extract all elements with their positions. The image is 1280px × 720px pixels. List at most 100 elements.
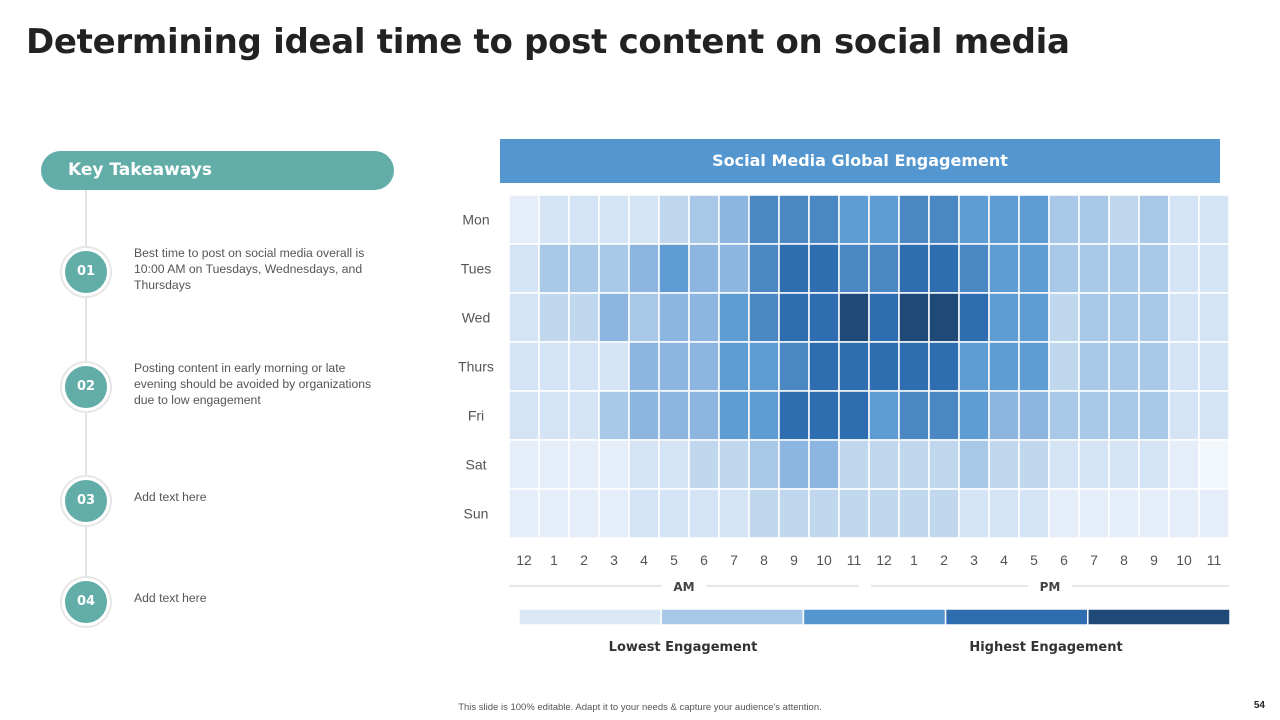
heatmap-cell [598, 243, 630, 294]
legend-swatch [1087, 608, 1231, 626]
heatmap-cell [1138, 341, 1170, 392]
heatmap-cell [1198, 194, 1230, 245]
column-label: 1 [550, 552, 558, 568]
heatmap-cell [988, 390, 1020, 441]
heatmap-cell [1168, 292, 1200, 343]
heatmap-cell [538, 243, 570, 294]
heatmap-cell [988, 488, 1020, 539]
heatmap-cell [778, 292, 810, 343]
heatmap-cell [658, 292, 690, 343]
heatmap-cell [628, 292, 660, 343]
heatmap-cell [748, 341, 780, 392]
heatmap-cell [958, 243, 990, 294]
heatmap-cell [838, 488, 870, 539]
heatmap-cell [1078, 390, 1110, 441]
heatmap-cell [778, 194, 810, 245]
heatmap-cell [1048, 488, 1080, 539]
heatmap-cell [808, 439, 840, 490]
heatmap-cell [748, 243, 780, 294]
heatmap-cell [808, 488, 840, 539]
heatmap-cell [688, 439, 720, 490]
heatmap-cell [718, 194, 750, 245]
column-label: 9 [1150, 552, 1158, 568]
heatmap-cell [658, 439, 690, 490]
heatmap-cell [898, 194, 930, 245]
row-label-sun: Sun [464, 506, 489, 522]
heatmap-cell [808, 341, 840, 392]
heatmap-cell [658, 243, 690, 294]
heatmap-cell [508, 390, 540, 441]
heatmap-cell [568, 292, 600, 343]
heatmap-cell [778, 390, 810, 441]
heatmap-cell [748, 390, 780, 441]
column-label: 3 [610, 552, 618, 568]
heatmap-cell [508, 194, 540, 245]
heatmap-cell [958, 439, 990, 490]
heatmap-cell [928, 194, 960, 245]
row-label-sat: Sat [465, 457, 486, 473]
heatmap-cell [1138, 488, 1170, 539]
heatmap-cell [538, 292, 570, 343]
column-label: 11 [847, 552, 862, 568]
heatmap-cell [1168, 439, 1200, 490]
heatmap-cell [1018, 341, 1050, 392]
heatmap-cell [808, 243, 840, 294]
heatmap-cell [718, 292, 750, 343]
row-label-wed: Wed [462, 310, 491, 326]
heatmap-cell [1078, 243, 1110, 294]
page-number: 54 [1253, 700, 1265, 711]
heatmap-cell [508, 488, 540, 539]
takeaway-number-badge: 02 [62, 363, 110, 411]
takeaway-number-badge: 01 [62, 248, 110, 296]
heatmap-cell [868, 194, 900, 245]
takeaway-item-2: 02 Posting content in early morning or l… [0, 361, 420, 423]
row-label-thurs: Thurs [458, 359, 494, 375]
heatmap-cell [1198, 292, 1230, 343]
heatmap-cell [1018, 390, 1050, 441]
heatmap-cell [1198, 488, 1230, 539]
heatmap-cell [838, 439, 870, 490]
heatmap-cell [808, 390, 840, 441]
takeaway-number-badge: 04 [62, 578, 110, 626]
heatmap-cell [598, 488, 630, 539]
heatmap-cell [658, 341, 690, 392]
heatmap-cell [868, 292, 900, 343]
column-label: 9 [790, 552, 798, 568]
heatmap-cell [778, 488, 810, 539]
column-label: 5 [670, 552, 678, 568]
heatmap-cell [748, 292, 780, 343]
heatmap-cell [928, 439, 960, 490]
heatmap-cell [718, 341, 750, 392]
heatmap-cell [958, 390, 990, 441]
heatmap-cell [1168, 341, 1200, 392]
heatmap-cell [688, 243, 720, 294]
heatmap-cell [538, 488, 570, 539]
heatmap-cell [988, 292, 1020, 343]
heatmap-cell [718, 390, 750, 441]
legend-high-label: Highest Engagement [969, 640, 1122, 655]
takeaway-item-3: 03 Add text here [0, 477, 420, 537]
heatmap-cell [808, 194, 840, 245]
heatmap-cell [958, 341, 990, 392]
column-label: 12 [876, 552, 892, 568]
heatmap-cell [1018, 488, 1050, 539]
heatmap-cell [1048, 194, 1080, 245]
heatmap-cell [868, 341, 900, 392]
heatmap-cell [1018, 243, 1050, 294]
heatmap-cell [1168, 488, 1200, 539]
heatmap-cell [688, 488, 720, 539]
heatmap-cell [658, 390, 690, 441]
column-label: 6 [700, 552, 708, 568]
heatmap-cell [1108, 341, 1140, 392]
heatmap-cell [748, 488, 780, 539]
heatmap-cell [958, 194, 990, 245]
column-label: 10 [1176, 552, 1192, 568]
heatmap-cell [898, 292, 930, 343]
heatmap-cell [1048, 243, 1080, 294]
column-label: 4 [1000, 552, 1008, 568]
heatmap-cell [568, 439, 600, 490]
column-label: 11 [1207, 552, 1222, 568]
column-label: 1 [910, 552, 918, 568]
takeaway-item-1: 01 Best time to post on social media ove… [0, 246, 420, 308]
